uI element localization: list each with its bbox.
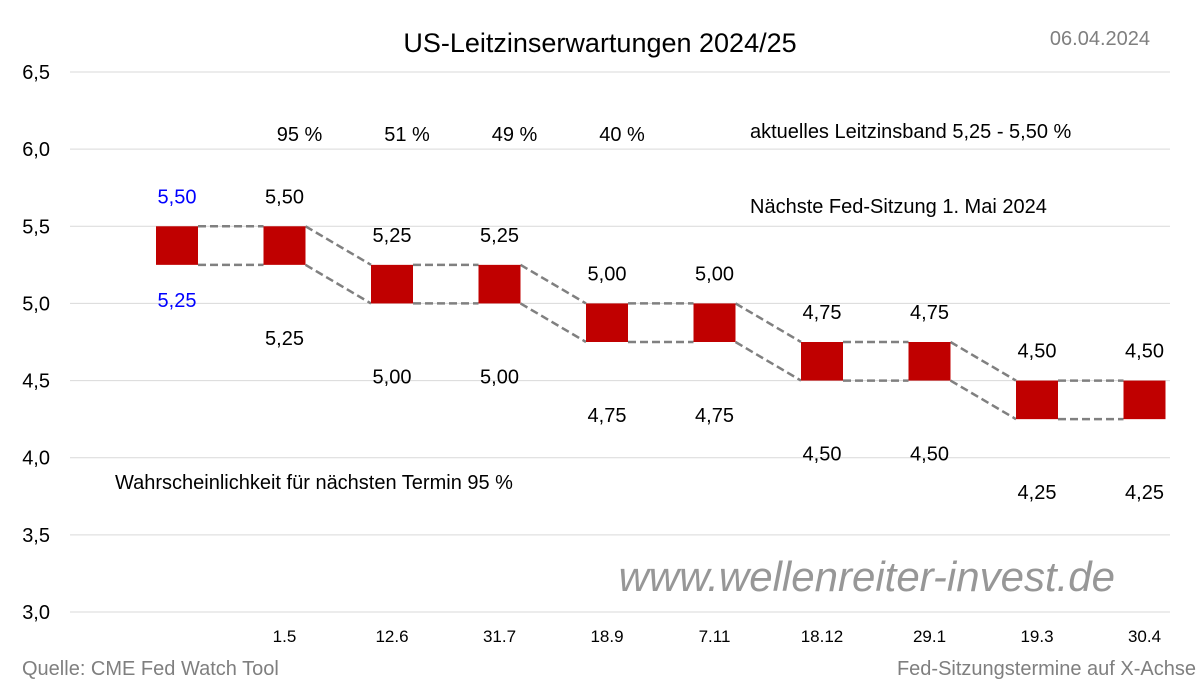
y-tick-label: 5,5 bbox=[22, 216, 50, 238]
x-tick-label: 29.1 bbox=[913, 627, 946, 646]
y-tick-label: 3,0 bbox=[22, 602, 50, 624]
annotation-next-meeting: Nächste Fed-Sitzung 1. Mai 2024 bbox=[750, 196, 1047, 218]
probability-label: 95 % bbox=[277, 124, 323, 146]
chart-title: US-Leitzinserwartungen 2024/25 bbox=[403, 28, 796, 58]
x-tick-label: 12.6 bbox=[375, 627, 408, 646]
x-tick-label: 1.5 bbox=[273, 627, 297, 646]
lower-value-label: 5,25 bbox=[265, 328, 304, 350]
source-label: Quelle: CME Fed Watch Tool bbox=[22, 658, 279, 680]
lower-value-label: 5,00 bbox=[373, 366, 412, 388]
upper-dashed-line bbox=[949, 340, 1017, 382]
range-bar bbox=[908, 342, 951, 381]
range-bar bbox=[1123, 380, 1166, 420]
y-tick-label: 4,5 bbox=[22, 371, 50, 393]
probability-label: 49 % bbox=[492, 124, 538, 146]
y-tick-label: 6,0 bbox=[22, 139, 50, 161]
lower-value-label: 4,25 bbox=[1018, 482, 1057, 504]
x-axis-label: Fed-Sitzungstermine auf X-Achse bbox=[897, 658, 1196, 680]
x-tick-label: 18.12 bbox=[801, 627, 844, 646]
watermark: www.wellenreiter-invest.de bbox=[619, 553, 1115, 600]
lower-value-label: 4,75 bbox=[588, 405, 627, 427]
x-axis-ticks: 1.5 12.6 31.7 18.9 7.11 18.12 29.1 19.3 30.4 bbox=[273, 627, 1161, 646]
x-tick-label: 18.9 bbox=[590, 627, 623, 646]
range-bar bbox=[1016, 380, 1058, 420]
upper-value-label: 4,75 bbox=[803, 302, 842, 324]
upper-value-label: 4,50 bbox=[1018, 341, 1057, 363]
upper-value-label: 5,00 bbox=[588, 263, 627, 285]
upper-value-label: 4,75 bbox=[910, 302, 949, 324]
lower-dashed-line bbox=[734, 340, 802, 382]
range-bar bbox=[586, 303, 628, 342]
lower-value-label: 4,75 bbox=[695, 405, 734, 427]
upper-value-label: 5,00 bbox=[695, 263, 734, 285]
y-tick-label: 3,5 bbox=[22, 525, 50, 547]
lower-dashed-line bbox=[949, 379, 1017, 421]
lower-dashed-line bbox=[519, 302, 587, 344]
upper-dashed-line bbox=[734, 302, 802, 344]
range-bar bbox=[693, 303, 736, 342]
lower-value-label: 4,25 bbox=[1125, 482, 1164, 504]
y-tick-label: 4,0 bbox=[22, 448, 50, 470]
upper-value-label: 5,25 bbox=[480, 225, 519, 247]
x-tick-label: 31.7 bbox=[483, 627, 516, 646]
upper-value-label: 5,25 bbox=[373, 225, 412, 247]
range-bar bbox=[263, 226, 306, 265]
y-axis-ticks: 6,5 6,0 5,5 5,0 4,5 4,0 3,5 3,0 bbox=[22, 62, 50, 624]
upper-dashed-line bbox=[304, 225, 372, 266]
annotation-probability-next: Wahrscheinlichkeit für nächsten Termin 9… bbox=[115, 472, 513, 494]
range-bar bbox=[156, 226, 198, 265]
range-bar bbox=[371, 264, 413, 304]
upper-dashed-line bbox=[519, 263, 587, 305]
y-tick-label: 6,5 bbox=[22, 62, 50, 84]
lower-value-label: 4,50 bbox=[803, 444, 842, 466]
value-labels: 5,50 5,25 5,50 5,25 95 % 5,25 5,00 51 % 5,25 5,00… bbox=[158, 124, 1164, 504]
x-tick-label: 30.4 bbox=[1128, 627, 1161, 646]
upper-value-label: 5,50 bbox=[158, 186, 197, 208]
range-bars bbox=[156, 226, 1166, 420]
upper-value-label: 4,50 bbox=[1125, 341, 1164, 363]
x-tick-label: 19.3 bbox=[1020, 627, 1053, 646]
lower-value-label: 5,00 bbox=[480, 366, 519, 388]
chart-date: 06.04.2024 bbox=[1050, 28, 1150, 50]
range-bar bbox=[801, 342, 843, 381]
y-tick-label: 5,0 bbox=[22, 293, 50, 315]
dashed-range-lines bbox=[198, 225, 1124, 421]
probability-label: 40 % bbox=[599, 124, 645, 146]
lower-value-label: 5,25 bbox=[158, 290, 197, 312]
upper-value-label: 5,50 bbox=[265, 186, 304, 208]
annotation-current-band: aktuelles Leitzinsband 5,25 - 5,50 % bbox=[750, 121, 1072, 143]
lower-value-label: 4,50 bbox=[910, 444, 949, 466]
range-bar bbox=[478, 264, 521, 304]
probability-label: 51 % bbox=[384, 124, 430, 146]
x-tick-label: 7.11 bbox=[699, 627, 731, 646]
lower-dashed-line bbox=[304, 263, 372, 305]
